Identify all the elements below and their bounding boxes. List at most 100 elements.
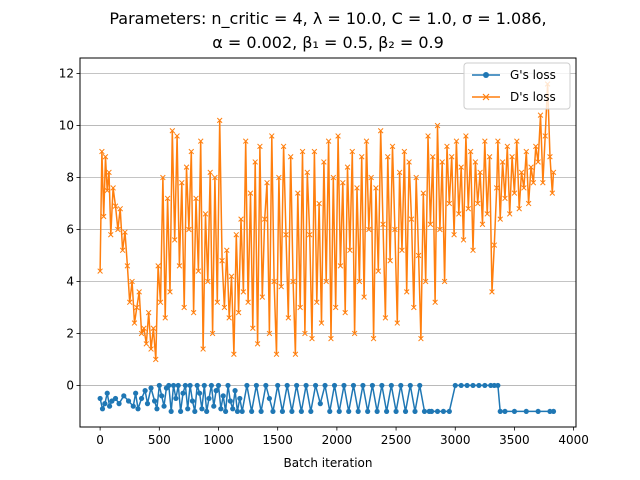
series-g-s-loss <box>97 382 557 415</box>
point-d-s-loss-104 <box>340 179 346 186</box>
point-g-s-loss-8 <box>121 393 127 399</box>
point-d-s-loss-181 <box>521 185 527 191</box>
point-d-s-loss-60 <box>235 309 242 316</box>
x-tick-label-4000: 4000 <box>558 433 589 447</box>
point-g-s-loss-96 <box>434 408 441 415</box>
chart-title-line2: α = 0.002, β₁ = 0.5, β₂ = 0.9 <box>212 33 444 52</box>
point-d-s-loss-101 <box>332 304 339 311</box>
point-d-s-loss-89 <box>304 169 311 176</box>
x-tick-label-3000: 3000 <box>440 433 471 447</box>
point-g-s-loss-65 <box>289 408 295 415</box>
point-d-s-loss-180 <box>518 169 525 176</box>
point-g-s-loss-99 <box>452 382 458 389</box>
point-g-s-loss-2 <box>102 401 108 407</box>
point-g-s-loss-12 <box>135 406 141 412</box>
point-d-s-loss-57 <box>228 273 235 280</box>
point-d-s-loss-143 <box>432 299 438 306</box>
point-g-s-loss-86 <box>388 382 394 389</box>
point-g-s-loss-48 <box>225 382 231 389</box>
point-d-s-loss-32 <box>169 128 176 134</box>
point-d-s-loss-139 <box>422 278 429 285</box>
point-g-s-loss-92 <box>417 382 423 389</box>
point-d-s-loss-24 <box>150 325 157 332</box>
point-g-s-loss-31 <box>185 406 191 412</box>
point-d-s-loss-15 <box>129 278 135 285</box>
point-g-s-loss-17 <box>151 398 158 404</box>
point-d-s-loss-171 <box>497 216 503 222</box>
point-d-s-loss-135 <box>413 174 419 181</box>
point-d-s-loss-163 <box>479 221 486 228</box>
x-tick-label-0: 0 <box>96 433 104 447</box>
point-g-s-loss-16 <box>148 385 154 391</box>
point-d-s-loss-93 <box>314 299 320 306</box>
point-d-s-loss-74 <box>269 133 275 139</box>
point-g-s-loss-89 <box>402 408 409 415</box>
point-d-s-loss-56 <box>226 315 232 321</box>
point-g-s-loss-43 <box>213 388 219 394</box>
x-tick-label-1500: 1500 <box>262 433 293 447</box>
point-g-s-loss-23 <box>166 382 172 389</box>
point-d-s-loss-119 <box>375 268 382 274</box>
point-d-s-loss-111 <box>356 278 363 285</box>
point-d-s-loss-7 <box>110 185 116 191</box>
point-d-s-loss-141 <box>427 221 434 228</box>
point-d-s-loss-47 <box>205 278 211 285</box>
point-g-s-loss-85 <box>383 408 390 415</box>
point-g-s-loss-13 <box>138 395 145 402</box>
point-g-s-loss-68 <box>303 382 309 389</box>
point-g-s-loss-73 <box>327 408 333 415</box>
point-d-s-loss-3 <box>102 153 109 160</box>
point-g-s-loss-49 <box>227 398 233 404</box>
point-d-s-loss-4 <box>104 187 110 194</box>
point-g-s-loss-15 <box>144 401 151 407</box>
point-d-s-loss-45 <box>200 346 206 352</box>
point-g-s-loss-40 <box>206 395 212 402</box>
point-d-s-loss-1 <box>99 148 105 155</box>
point-d-s-loss-39 <box>186 226 192 233</box>
point-d-s-loss-54 <box>221 304 228 311</box>
point-g-s-loss-77 <box>346 408 352 415</box>
point-g-s-loss-81 <box>365 408 371 415</box>
point-d-s-loss-179 <box>516 205 522 212</box>
x-tick-label-2000: 2000 <box>322 433 353 447</box>
y-tick-label-10: 10 <box>59 119 74 133</box>
point-d-s-loss-193 <box>549 190 556 196</box>
point-d-s-loss-148 <box>444 143 450 150</box>
y-tick-label-4: 4 <box>66 274 74 288</box>
point-d-s-loss-30 <box>164 195 171 202</box>
point-d-s-loss-16 <box>131 320 138 326</box>
point-d-s-loss-152 <box>453 138 460 144</box>
point-g-s-loss-45 <box>218 406 224 412</box>
point-g-s-loss-97 <box>440 408 447 415</box>
point-d-s-loss-94 <box>316 200 322 207</box>
point-g-s-loss-88 <box>398 382 404 389</box>
point-d-s-loss-155 <box>460 237 467 243</box>
point-g-s-loss-90 <box>407 382 413 389</box>
point-d-s-loss-175 <box>506 211 513 217</box>
point-g-s-loss-64 <box>284 382 290 389</box>
point-g-s-loss-67 <box>298 408 304 415</box>
point-g-s-loss-62 <box>275 382 281 389</box>
point-d-s-loss-125 <box>389 143 396 150</box>
point-g-s-loss-35 <box>194 382 200 389</box>
point-g-s-loss-70 <box>312 382 319 389</box>
point-d-s-loss-187 <box>535 159 541 165</box>
point-d-s-loss-140 <box>425 133 431 139</box>
point-g-s-loss-50 <box>230 406 236 412</box>
point-d-s-loss-156 <box>463 133 469 139</box>
point-g-s-loss-53 <box>237 395 243 402</box>
point-d-s-loss-145 <box>437 226 443 233</box>
point-d-s-loss-41 <box>190 309 197 316</box>
point-d-s-loss-18 <box>136 289 142 295</box>
point-d-s-loss-33 <box>171 237 178 243</box>
point-g-s-loss-32 <box>187 382 193 389</box>
point-d-s-loss-80 <box>283 231 289 238</box>
point-g-s-loss-51 <box>232 388 238 394</box>
point-d-s-loss-65 <box>247 190 254 196</box>
point-d-s-loss-8 <box>112 203 119 209</box>
legend: G's loss D's loss <box>463 62 571 110</box>
point-d-s-loss-166 <box>486 153 493 160</box>
point-g-s-loss-3 <box>104 390 110 396</box>
point-d-s-loss-92 <box>311 148 318 155</box>
point-g-s-loss-44 <box>215 382 222 389</box>
